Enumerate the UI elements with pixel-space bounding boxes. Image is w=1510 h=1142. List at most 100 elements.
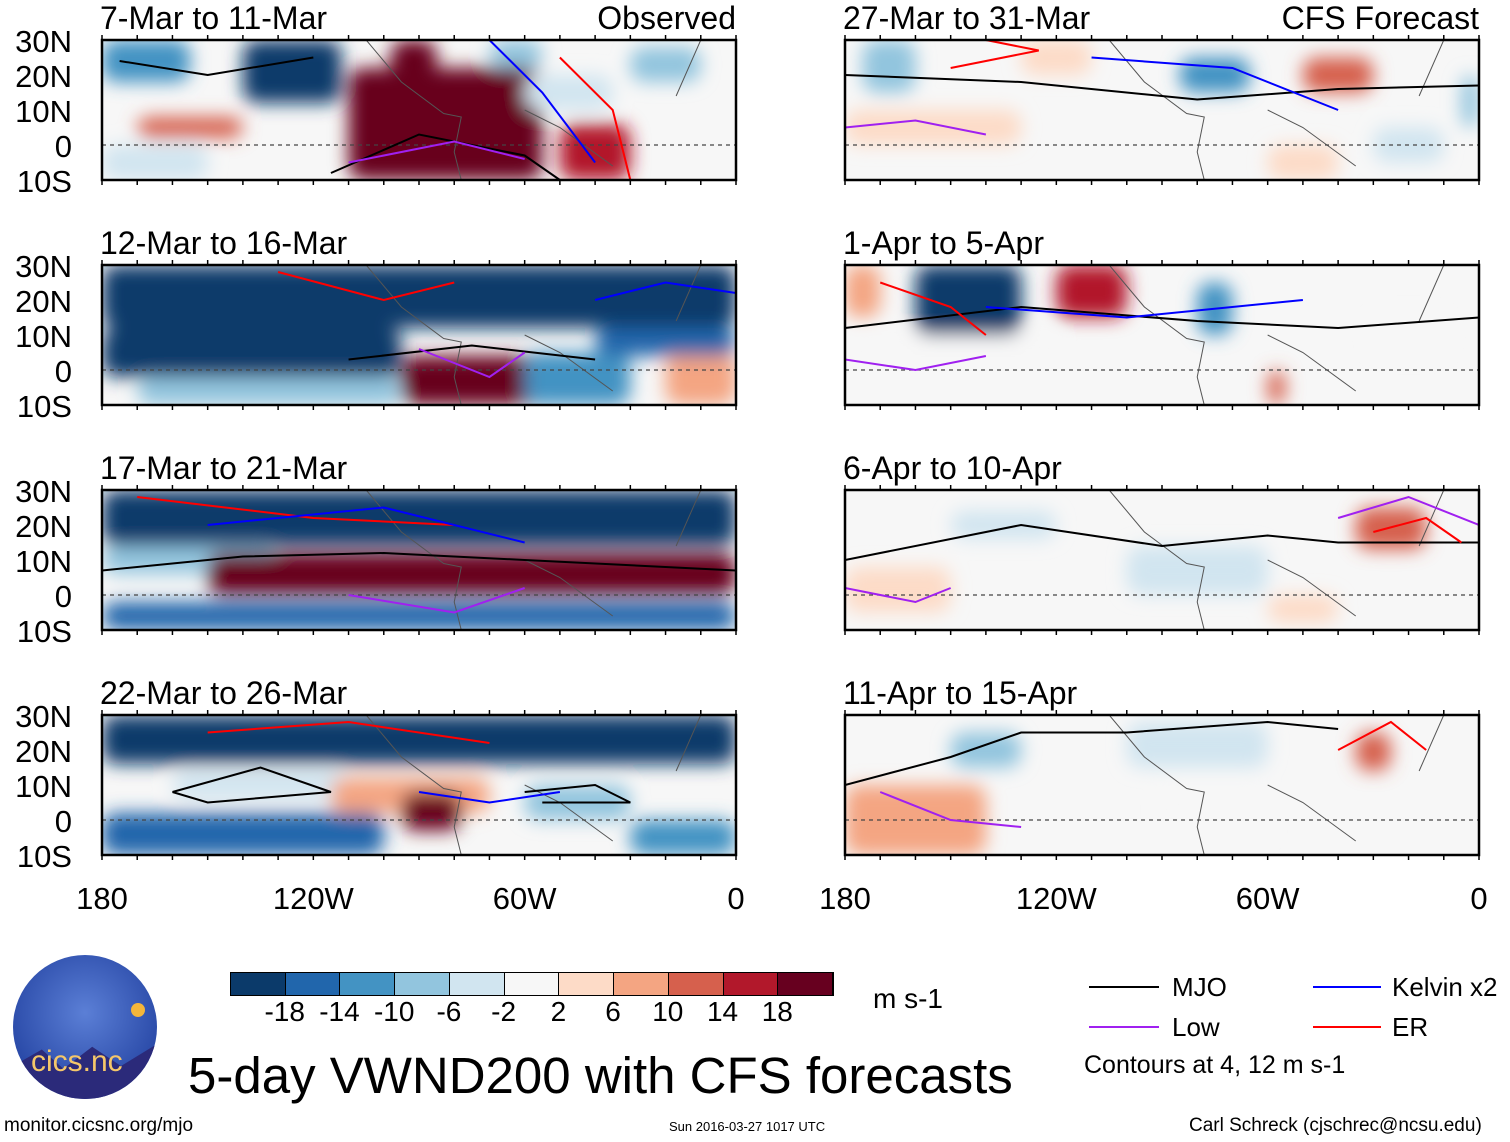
wind-anomaly-region bbox=[1021, 40, 1092, 75]
map-panel bbox=[100, 710, 738, 860]
lat-tick-label: 0 bbox=[54, 579, 72, 614]
lat-tick-label: 10S bbox=[16, 389, 72, 424]
lon-tick-label: 180 bbox=[76, 881, 128, 916]
contour-kelvin bbox=[488, 40, 596, 164]
colorbar-tick-label: 10 bbox=[652, 996, 684, 1027]
colorbar-swatch bbox=[395, 973, 450, 995]
wind-anomaly-region bbox=[102, 265, 736, 328]
colorbar-tick-label: -18 bbox=[264, 996, 305, 1027]
panel-tag: Observed bbox=[597, 0, 736, 36]
wind-anomaly-region bbox=[915, 265, 1022, 335]
colorbar-tick-label: -14 bbox=[319, 996, 360, 1027]
contour-mjo bbox=[845, 523, 1479, 561]
colorbar-swatch bbox=[504, 973, 560, 995]
wind-anomaly-region bbox=[524, 75, 613, 110]
wind-anomaly-region bbox=[845, 110, 1022, 145]
lat-tick-label: 30N bbox=[15, 24, 72, 59]
lat-tick-label: 0 bbox=[54, 804, 72, 839]
wind-anomaly-region bbox=[1126, 722, 1268, 768]
coastline bbox=[365, 40, 702, 180]
wind-anomaly-region bbox=[1267, 370, 1286, 405]
contour-mjo bbox=[348, 344, 596, 361]
contour-low bbox=[418, 348, 526, 379]
wind-anomaly-region bbox=[845, 265, 881, 318]
coastline bbox=[1108, 265, 1445, 405]
wind-anomaly-region bbox=[1179, 57, 1251, 93]
wind-anomaly-region bbox=[102, 328, 402, 377]
lat-tick-label: 30N bbox=[15, 474, 72, 509]
contour-low bbox=[845, 355, 987, 372]
wind-anomaly-region bbox=[1355, 507, 1427, 550]
lat-tick-label: 30N bbox=[15, 249, 72, 284]
legend-label-kelvin: Kelvin x2 bbox=[1392, 972, 1498, 1002]
contour-low bbox=[845, 587, 952, 604]
cics-logo[interactable]: cics.nc bbox=[13, 955, 157, 1099]
map-panel bbox=[843, 260, 1481, 410]
wind-anomaly-region bbox=[102, 40, 191, 82]
wind-anomaly-region bbox=[862, 40, 916, 93]
map-panel bbox=[843, 710, 1481, 860]
contour-mjo bbox=[172, 766, 332, 804]
contour-mjo bbox=[845, 305, 1479, 330]
colorbar-swatch bbox=[231, 973, 286, 995]
contour-er bbox=[277, 271, 455, 302]
contour-er bbox=[879, 281, 987, 336]
lat-tick-label: 10N bbox=[15, 94, 72, 129]
wind-anomaly-region bbox=[950, 732, 1022, 768]
colorbar-tick-label: 2 bbox=[550, 996, 567, 1027]
wind-anomaly-region bbox=[489, 40, 543, 68]
panel-title: 27-Mar to 31-Mar bbox=[843, 0, 1091, 36]
panel-title: 22-Mar to 26-Mar bbox=[100, 675, 348, 711]
lat-tick-label: 20N bbox=[15, 734, 72, 769]
legend-swatch-mjo bbox=[1089, 986, 1159, 988]
panel-tag: CFS Forecast bbox=[1281, 0, 1479, 36]
wind-anomaly-region bbox=[1302, 57, 1374, 93]
wind-anomaly-region bbox=[1461, 75, 1479, 128]
contour-low bbox=[879, 791, 1022, 828]
logo-text: cics.nc bbox=[31, 1045, 123, 1078]
wind-anomaly-region bbox=[845, 335, 1057, 388]
wind-anomaly-region bbox=[137, 377, 402, 405]
wind-anomaly-region bbox=[665, 352, 736, 405]
wind-anomaly-region bbox=[278, 560, 525, 585]
wind-anomaly-region bbox=[401, 356, 543, 405]
contour-low bbox=[348, 140, 525, 164]
panel-title: 17-Mar to 21-Mar bbox=[100, 450, 348, 486]
legend-label-er: ER bbox=[1392, 1012, 1429, 1042]
lat-tick-label: 10N bbox=[15, 319, 72, 354]
contour-note: Contours at 4, 12 m s-1 bbox=[1084, 1051, 1346, 1079]
source-url[interactable]: monitor.cicsnc.org/mjo bbox=[4, 1115, 194, 1136]
map-panel bbox=[100, 260, 738, 410]
contour-mjo bbox=[845, 74, 1479, 101]
lon-tick-label: 120W bbox=[272, 881, 354, 916]
lon-tick-label: 120W bbox=[1015, 881, 1097, 916]
panel-title: 12-Mar to 16-Mar bbox=[100, 225, 348, 261]
lat-tick-label: 0 bbox=[54, 354, 72, 389]
wind-anomaly-region bbox=[1126, 546, 1268, 595]
wind-anomaly-region bbox=[1267, 595, 1339, 623]
wind-anomaly-region bbox=[630, 820, 736, 855]
colorbar-swatch bbox=[668, 973, 724, 995]
contour-kelvin bbox=[594, 281, 736, 301]
coastline bbox=[1108, 715, 1445, 855]
panel-title: 7-Mar to 11-Mar bbox=[100, 0, 328, 36]
colorbar-tick-label: 18 bbox=[761, 996, 793, 1027]
wind-anomaly-region bbox=[242, 40, 342, 103]
coastline bbox=[1108, 490, 1445, 630]
colorbar-swatch bbox=[285, 973, 341, 995]
lon-tick-label: 180 bbox=[819, 881, 871, 916]
coastline bbox=[365, 265, 702, 405]
contour-er bbox=[1373, 516, 1462, 544]
wind-anomaly-region bbox=[401, 792, 462, 831]
contour-mjo bbox=[119, 56, 314, 77]
wind-anomaly-region bbox=[1162, 792, 1268, 838]
panel-title: 11-Apr to 15-Apr bbox=[843, 675, 1078, 711]
colorbar-tick-label: -6 bbox=[436, 996, 462, 1027]
contour-er bbox=[137, 496, 455, 526]
lat-tick-label: 30N bbox=[15, 699, 72, 734]
contour-low bbox=[1337, 495, 1479, 526]
contour-er bbox=[207, 720, 490, 744]
coastline bbox=[365, 490, 702, 630]
map-panel bbox=[843, 35, 1481, 185]
